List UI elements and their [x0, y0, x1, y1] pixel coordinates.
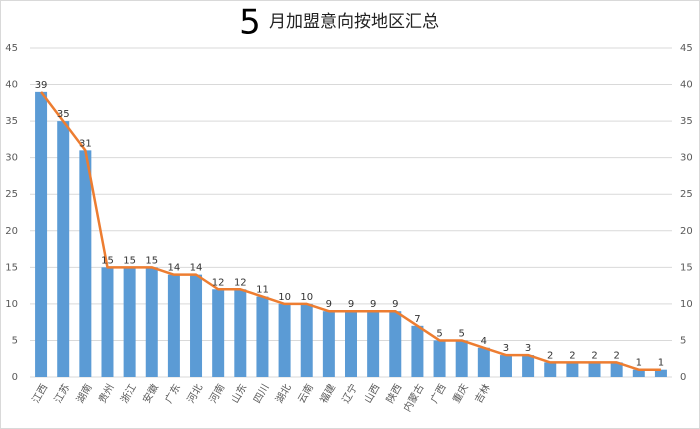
bar	[234, 289, 247, 377]
data-label: 14	[168, 263, 181, 274]
data-label: 3	[525, 343, 531, 354]
data-label: 5	[459, 328, 465, 339]
y-tick-label: 25	[5, 189, 18, 200]
data-label: 1	[636, 358, 642, 369]
data-label: 12	[212, 277, 225, 288]
bar	[477, 347, 490, 377]
bar	[145, 267, 158, 377]
data-label: 15	[123, 255, 136, 266]
bar	[57, 121, 70, 377]
y2-tick-label: 25	[680, 189, 693, 200]
y-tick-label: 20	[5, 226, 18, 237]
bar	[35, 91, 48, 377]
chart-title-number: 5	[239, 3, 261, 43]
bar	[256, 296, 269, 377]
bar	[544, 362, 557, 377]
data-label: 2	[613, 350, 619, 361]
bar	[632, 369, 645, 377]
bar	[212, 289, 225, 377]
y2-tick-label: 5	[680, 335, 686, 346]
data-label: 35	[57, 109, 70, 120]
bar	[411, 325, 424, 377]
data-label: 31	[79, 138, 92, 149]
y2-tick-label: 10	[680, 299, 693, 310]
y-tick-label: 0	[12, 372, 18, 383]
data-label: 15	[101, 255, 114, 266]
bar	[522, 355, 535, 377]
y2-tick-label: 35	[680, 116, 693, 127]
y2-tick-label: 20	[680, 226, 693, 237]
data-label: 14	[190, 263, 203, 274]
bar	[588, 362, 601, 377]
bar	[610, 362, 623, 377]
bar	[167, 274, 180, 377]
bar	[300, 303, 313, 377]
chart-title: 月加盟意向按地区汇总	[269, 12, 439, 32]
bar	[123, 267, 136, 377]
bar	[345, 311, 357, 377]
bar	[79, 150, 92, 377]
bar	[367, 311, 380, 377]
y-tick-label: 45	[5, 43, 18, 54]
data-label: 15	[145, 255, 158, 266]
y-tick-label: 40	[5, 80, 18, 91]
data-label: 5	[436, 328, 442, 339]
trend-line	[40, 91, 661, 371]
data-label: 12	[234, 277, 247, 288]
data-label: 3	[503, 343, 509, 354]
data-label: 2	[547, 350, 553, 361]
data-label: 7	[414, 314, 420, 325]
data-label: 1	[658, 358, 664, 369]
data-label: 9	[370, 299, 376, 310]
bar	[389, 311, 402, 377]
bar	[566, 362, 579, 377]
y-tick-label: 35	[5, 116, 18, 127]
data-label: 9	[348, 299, 354, 310]
y2-tick-label: 0	[680, 372, 686, 383]
data-label: 11	[256, 285, 269, 296]
data-label: 2	[569, 350, 575, 361]
data-label: 10	[278, 292, 291, 303]
data-label: 10	[300, 292, 313, 303]
bar	[455, 340, 468, 377]
bar	[499, 355, 512, 377]
bar	[654, 369, 667, 377]
y-tick-label: 30	[5, 153, 18, 164]
y-tick-label: 5	[12, 335, 18, 346]
y2-tick-label: 30	[680, 153, 693, 164]
bar	[322, 311, 335, 377]
y2-tick-label: 15	[680, 262, 693, 273]
y2-tick-label: 45	[680, 43, 693, 54]
data-label: 9	[326, 299, 332, 310]
y2-tick-label: 40	[680, 80, 693, 91]
y-tick-label: 10	[5, 299, 18, 310]
bar	[278, 303, 291, 377]
data-label: 2	[591, 350, 597, 361]
bar	[433, 340, 446, 377]
data-label: 4	[481, 336, 487, 347]
data-label: 9	[392, 299, 398, 310]
y-tick-label: 15	[5, 262, 18, 273]
data-label: 39	[35, 80, 48, 91]
bar	[190, 274, 203, 377]
bar	[101, 267, 114, 377]
